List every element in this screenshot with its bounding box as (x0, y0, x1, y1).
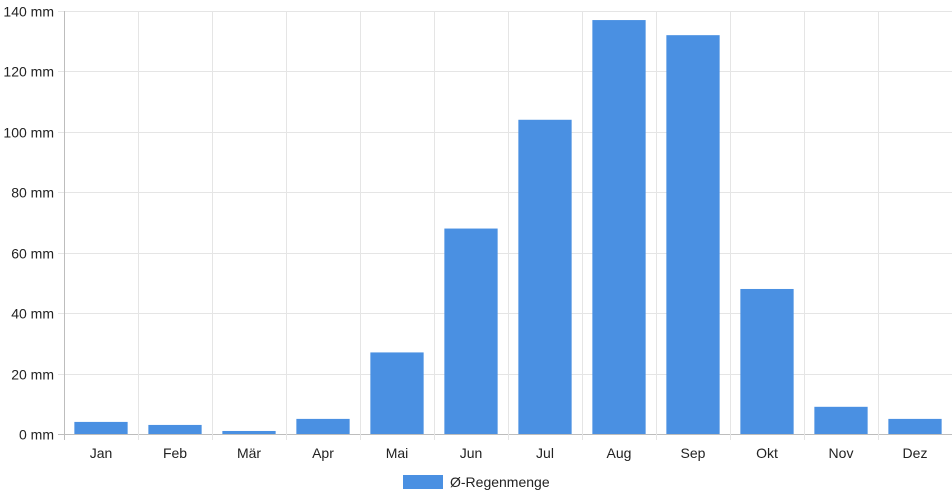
legend-label[interactable]: Ø-Regenmenge (450, 474, 550, 490)
y-tick-labels: 0 mm 20 mm 40 mm 60 mm 80 mm 100 mm 120 mm 140 … (3, 4, 54, 443)
x-tick-label: Nov (829, 445, 854, 461)
x-tick-label: Okt (756, 445, 778, 461)
legend-swatch[interactable] (403, 475, 443, 489)
bar-nov[interactable] (814, 406, 868, 434)
y-tick-label: 60 mm (11, 246, 54, 262)
bar-mär[interactable] (222, 430, 276, 434)
x-tick-label: Jan (90, 445, 113, 461)
legend[interactable]: Ø-Regenmenge (403, 474, 550, 490)
x-tick-label: Jun (460, 445, 483, 461)
bar-aug[interactable] (592, 20, 646, 435)
x-tick-label: Dez (903, 445, 928, 461)
bar-dez[interactable] (888, 418, 942, 434)
y-tick-label: 120 mm (3, 64, 54, 80)
x-tick-label: Apr (312, 445, 334, 461)
x-tick-label: Aug (607, 445, 632, 461)
y-tick-label: 100 mm (3, 125, 54, 141)
x-tick-label: Mär (237, 445, 261, 461)
y-tick-label: 0 mm (19, 427, 54, 443)
y-tick-label: 140 mm (3, 4, 54, 20)
x-tick-label: Jul (536, 445, 554, 461)
x-tick-label: Sep (681, 445, 706, 461)
bar-apr[interactable] (296, 418, 350, 434)
bar-jul[interactable] (518, 119, 572, 435)
bar-series (74, 20, 942, 435)
bar-okt[interactable] (740, 288, 794, 434)
grid-lines (58, 11, 952, 440)
x-tick-labels: Jan Feb Mär Apr Mai Jun Jul Aug Sep Okt Nov Dez (90, 445, 928, 461)
bar-mai[interactable] (370, 352, 424, 434)
bar-sep[interactable] (666, 35, 720, 435)
y-tick-label: 40 mm (11, 306, 54, 322)
bar-jan[interactable] (74, 421, 128, 434)
y-tick-label: 20 mm (11, 367, 54, 383)
bar-feb[interactable] (148, 424, 202, 434)
x-tick-label: Feb (163, 445, 187, 461)
y-tick-label: 80 mm (11, 185, 54, 201)
bar-jun[interactable] (444, 228, 498, 434)
x-tick-label: Mai (386, 445, 409, 461)
